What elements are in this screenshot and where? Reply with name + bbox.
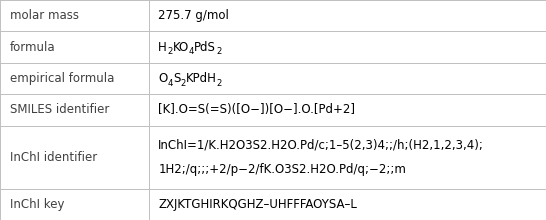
Text: KPdH: KPdH: [186, 72, 217, 85]
Text: S: S: [173, 72, 180, 85]
Text: 4: 4: [168, 79, 173, 88]
Text: ZXJKTGHIRKQGHZ–UHFFFAOYSA–L: ZXJKTGHIRKQGHZ–UHFFFAOYSA–L: [158, 198, 357, 211]
Text: molar mass: molar mass: [10, 9, 79, 22]
Text: 2: 2: [216, 48, 221, 57]
Text: 4: 4: [189, 48, 194, 57]
Text: KO: KO: [173, 41, 189, 54]
Text: empirical formula: empirical formula: [10, 72, 114, 85]
Text: [K].O=S(=S)([O−])[O−].O.[Pd+2]: [K].O=S(=S)([O−])[O−].O.[Pd+2]: [158, 103, 355, 117]
Text: O: O: [158, 72, 168, 85]
Text: InChI identifier: InChI identifier: [10, 151, 97, 164]
Text: 2: 2: [217, 79, 222, 88]
Text: PdS: PdS: [194, 41, 216, 54]
Text: 2: 2: [180, 79, 186, 88]
Text: SMILES identifier: SMILES identifier: [10, 103, 109, 117]
Text: 1H2;/q;;;+2/p−2/fK.O3S2.H2O.Pd/q;−2;;m: 1H2;/q;;;+2/p−2/fK.O3S2.H2O.Pd/q;−2;;m: [158, 163, 406, 176]
Text: 2: 2: [167, 48, 173, 57]
Text: InChI key: InChI key: [10, 198, 64, 211]
Text: InChI=1/K.H2O3S2.H2O.Pd/c;1–5(2,3)4;;/h;(H2,1,2,3,4);: InChI=1/K.H2O3S2.H2O.Pd/c;1–5(2,3)4;;/h;…: [158, 138, 484, 151]
Text: 275.7 g/mol: 275.7 g/mol: [158, 9, 229, 22]
Text: formula: formula: [10, 41, 56, 54]
Text: H: H: [158, 41, 167, 54]
